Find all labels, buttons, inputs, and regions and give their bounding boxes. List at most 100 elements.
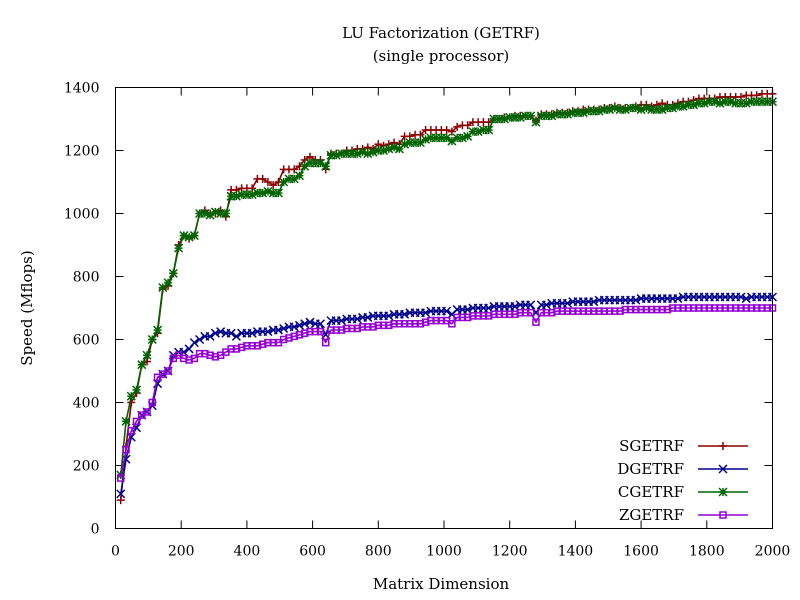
data-point-zgetrf bbox=[132, 417, 141, 426]
data-point-cgetrf bbox=[531, 117, 541, 127]
x-tick-label: 600 bbox=[299, 544, 326, 560]
data-point-dgetrf bbox=[263, 327, 273, 337]
data-point-zgetrf bbox=[316, 327, 325, 336]
chart-subtitle: (single processor) bbox=[373, 47, 510, 65]
plot-frame bbox=[115, 87, 773, 529]
data-point-sgetrf bbox=[116, 496, 125, 505]
data-point-sgetrf bbox=[453, 122, 462, 131]
legend-marker bbox=[718, 487, 728, 497]
data-point-dgetrf bbox=[273, 325, 283, 335]
legend: SGETRF DGETRF CGETRF ZGETRF bbox=[617, 437, 748, 524]
y-tick-label: 0 bbox=[91, 522, 100, 538]
data-point-cgetrf bbox=[379, 145, 389, 156]
data-point-zgetrf bbox=[117, 474, 125, 482]
x-tick-label: 1200 bbox=[492, 544, 528, 560]
data-point-dgetrf bbox=[315, 319, 326, 329]
series-dgetrf bbox=[116, 292, 778, 499]
data-point-cgetrf bbox=[189, 231, 199, 241]
data-point-zgetrf bbox=[321, 338, 330, 347]
legend-marker bbox=[719, 442, 727, 450]
data-point-cgetrf bbox=[620, 105, 630, 115]
x-tick-label: 1800 bbox=[689, 544, 725, 560]
legend-label: SGETRF bbox=[619, 437, 684, 455]
legend-entry-zgetrf: ZGETRF bbox=[619, 506, 748, 524]
data-point-dgetrf bbox=[400, 309, 410, 319]
data-point-sgetrf bbox=[447, 127, 456, 136]
data-point-zgetrf bbox=[532, 318, 540, 326]
data-point-cgetrf bbox=[484, 125, 494, 135]
data-point-cgetrf bbox=[163, 278, 173, 288]
data-point-cgetrf bbox=[641, 103, 651, 113]
data-point-dgetrf bbox=[631, 295, 641, 305]
legend-label: DGETRF bbox=[617, 460, 684, 478]
data-point-dgetrf bbox=[289, 322, 299, 332]
data-point-zgetrf bbox=[148, 398, 157, 407]
y-tick-label: 1400 bbox=[64, 81, 100, 97]
data-point-dgetrf bbox=[189, 338, 199, 348]
y-tick-label: 400 bbox=[73, 396, 100, 412]
x-tick-label: 2000 bbox=[755, 544, 791, 560]
legend-marker bbox=[719, 511, 727, 519]
data-point-cgetrf bbox=[231, 191, 241, 201]
data-point-zgetrf bbox=[164, 367, 172, 375]
data-point-cgetrf bbox=[153, 325, 163, 335]
data-point-dgetrf bbox=[589, 297, 599, 307]
axis-ticks: 0 200 400 600 800 1000 1200 1400 1600 1800 2000 0 20… bbox=[64, 81, 790, 560]
data-point-zgetrf bbox=[190, 354, 199, 363]
data-point-zgetrf bbox=[143, 408, 151, 416]
data-point-sgetrf bbox=[263, 178, 272, 186]
legend-label: CGETRF bbox=[618, 483, 684, 501]
y-tick-label: 600 bbox=[73, 333, 100, 349]
data-point-cgetrf bbox=[221, 208, 231, 219]
data-point-sgetrf bbox=[463, 121, 472, 130]
plot-series bbox=[116, 89, 778, 505]
data-point-dgetrf bbox=[526, 300, 536, 310]
data-point-cgetrf bbox=[168, 268, 178, 278]
data-point-zgetrf bbox=[127, 427, 136, 435]
legend-marker bbox=[718, 464, 728, 474]
data-point-dgetrf bbox=[305, 317, 315, 327]
data-point-cgetrf bbox=[179, 231, 189, 241]
data-point-dgetrf bbox=[205, 331, 215, 341]
legend-label: ZGETRF bbox=[619, 506, 684, 524]
data-point-cgetrf bbox=[131, 385, 142, 395]
chart-title: LU Factorization (GETRF) bbox=[342, 24, 540, 42]
data-point-dgetrf bbox=[741, 294, 751, 304]
x-tick-label: 1000 bbox=[426, 544, 462, 560]
data-point-dgetrf bbox=[673, 294, 683, 304]
data-point-dgetrf bbox=[279, 323, 289, 334]
x-axis-label: Matrix Dimension bbox=[373, 575, 510, 593]
data-point-sgetrf bbox=[290, 165, 299, 174]
y-tick-label: 1200 bbox=[64, 144, 100, 160]
data-point-dgetrf bbox=[226, 328, 236, 338]
y-tick-label: 200 bbox=[73, 459, 100, 475]
data-point-sgetrf bbox=[442, 126, 451, 135]
data-point-cgetrf bbox=[273, 188, 283, 198]
y-tick-label: 1000 bbox=[64, 207, 100, 223]
data-point-dgetrf bbox=[384, 311, 394, 321]
data-point-dgetrf bbox=[562, 298, 573, 308]
y-tick-label: 800 bbox=[73, 270, 100, 286]
legend-entry-cgetrf: CGETRF bbox=[618, 483, 748, 501]
data-point-cgetrf bbox=[121, 416, 131, 426]
data-point-cgetrf bbox=[174, 243, 184, 253]
data-point-dgetrf bbox=[300, 319, 310, 329]
legend-entry-sgetrf: SGETRF bbox=[619, 437, 748, 455]
data-point-dgetrf bbox=[231, 331, 241, 341]
data-point-zgetrf bbox=[122, 446, 130, 454]
data-point-cgetrf bbox=[400, 139, 410, 149]
data-point-dgetrf bbox=[736, 292, 746, 302]
series-cgetrf bbox=[116, 97, 778, 480]
data-point-cgetrf bbox=[578, 108, 588, 118]
x-tick-label: 800 bbox=[365, 544, 392, 560]
data-point-dgetrf bbox=[216, 327, 226, 337]
data-point-cgetrf bbox=[142, 350, 152, 360]
data-point-cgetrf bbox=[389, 142, 399, 152]
y-axis-label: Speed (Mflops) bbox=[18, 250, 36, 365]
data-point-cgetrf bbox=[678, 101, 688, 111]
x-tick-label: 200 bbox=[168, 544, 195, 560]
data-point-dgetrf bbox=[336, 316, 347, 326]
data-point-cgetrf bbox=[294, 171, 304, 181]
x-tick-label: 400 bbox=[234, 544, 261, 560]
data-point-dgetrf bbox=[210, 328, 220, 338]
